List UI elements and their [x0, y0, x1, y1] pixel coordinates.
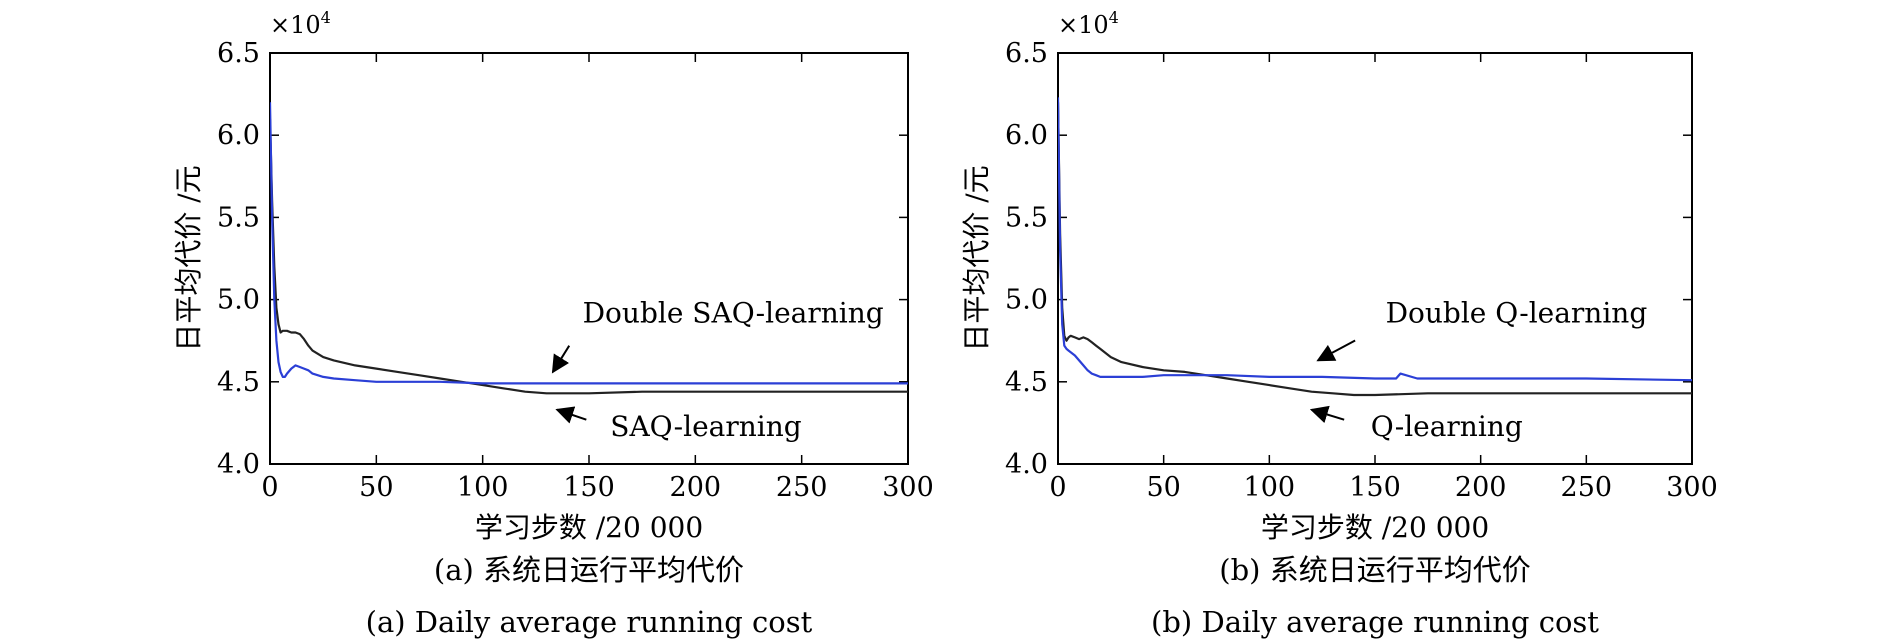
chart-panel-b: 0 50 100 150 200 250 300 4.0 4.5 5.0 5.5 6.0 6.5 ×104…: [960, 8, 1718, 639]
x-tick-label: 100: [457, 472, 509, 503]
caption-en: (b) Daily average running cost: [1151, 605, 1599, 639]
y-tick-label: 5.5: [1005, 202, 1048, 233]
annotation-label: Double SAQ-learning: [583, 296, 884, 329]
y-axis-label: 日平均代价 /元: [960, 165, 993, 351]
y-multiplier: ×104: [270, 8, 331, 39]
annotation-arrow: [555, 406, 587, 424]
caption-zh: (b) 系统日运行平均代价: [1219, 553, 1530, 587]
x-tick-label: 150: [1349, 472, 1401, 503]
y-tick-label: 5.5: [217, 202, 260, 233]
plot-frame: [269, 52, 909, 465]
y-tick-label: 4.0: [217, 449, 260, 480]
x-tick-label: 50: [1146, 472, 1180, 503]
x-axis-label: 学习步数 /20 000: [475, 511, 703, 544]
x-tick-label: 0: [1049, 472, 1066, 503]
x-tick-label: 250: [776, 472, 828, 503]
annotation-arrow: [1316, 339, 1356, 362]
annotation-label: Double Q-learning: [1386, 296, 1648, 329]
series-group: [270, 102, 908, 395]
series-line-q-learning: [1058, 102, 1692, 397]
series-line-double-saq-learning: [270, 102, 908, 385]
y-tick-label: 6.0: [1005, 120, 1048, 151]
annotation-label: Q-learning: [1371, 410, 1523, 443]
y-tick-label: 6.5: [1005, 38, 1048, 69]
series-group: [1058, 97, 1692, 397]
x-tick-label: 250: [1561, 472, 1613, 503]
x-tick-label: 100: [1244, 472, 1296, 503]
y-axis-label: 日平均代价 /元: [172, 165, 205, 351]
y-tick-label: 4.0: [1005, 449, 1048, 480]
x-tick-label: 300: [1666, 472, 1718, 503]
annotation-label: SAQ-learning: [610, 410, 801, 443]
series-line-saq-learning: [270, 118, 908, 395]
annotation-arrow: [1309, 405, 1345, 424]
plot-frame: [1057, 52, 1693, 465]
x-tick-label: 50: [359, 472, 393, 503]
x-tick-label: 0: [261, 472, 278, 503]
y-tick-label: 4.5: [1005, 367, 1048, 398]
y-tick-label: 4.5: [217, 367, 260, 398]
y-tick-label: 6.5: [217, 38, 260, 69]
x-tick-label: 200: [1455, 472, 1507, 503]
y-tick-label: 5.0: [1005, 285, 1048, 316]
x-axis-label: 学习步数 /20 000: [1261, 511, 1489, 544]
x-tick-label: 200: [670, 472, 722, 503]
caption-en: (a) Daily average running cost: [366, 605, 813, 639]
y-tick-label: 5.0: [217, 285, 260, 316]
y-tick-label: 6.0: [217, 120, 260, 151]
y-multiplier: ×104: [1058, 8, 1119, 39]
caption-zh: (a) 系统日运行平均代价: [434, 553, 744, 587]
series-line-double-q-learning: [1058, 97, 1692, 382]
chart-panel-a: 0 50 100 150 200 250 300 4.0 4.5 5.0 5.5 6.0 6.5 ×104…: [172, 8, 934, 639]
annotation-arrow: [551, 345, 571, 374]
x-tick-label: 300: [882, 472, 934, 503]
x-tick-label: 150: [563, 472, 615, 503]
